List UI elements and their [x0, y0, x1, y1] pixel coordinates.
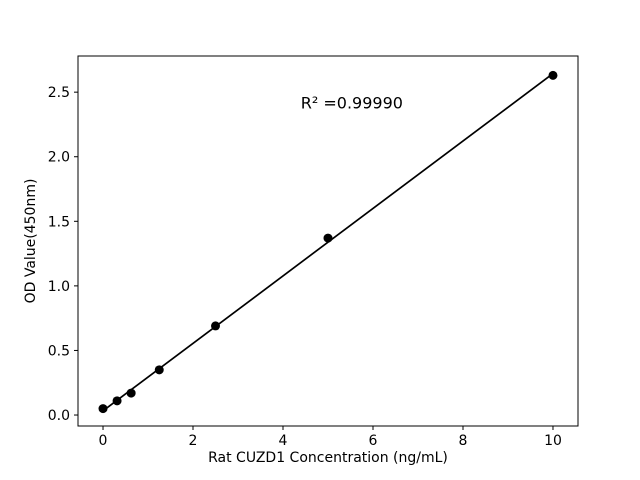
y-tick-label: 2.5	[48, 85, 70, 101]
x-tick-label: 0	[99, 433, 108, 449]
y-axis-ticks: 0.0 0.5 1.0 1.5 2.0 2.5	[48, 85, 78, 424]
x-axis-ticks: 0 2 4 6 8 10	[99, 426, 562, 449]
x-tick-label: 4	[279, 433, 288, 449]
data-point	[98, 404, 108, 414]
y-tick-label: 1.0	[48, 279, 70, 295]
x-tick-label: 2	[189, 433, 198, 449]
y-tick-label: 0.5	[48, 343, 70, 359]
y-axis-label: OD Value(450nm)	[23, 179, 39, 304]
x-tick-label: 6	[369, 433, 378, 449]
y-tick-label: 0.0	[48, 408, 70, 424]
plot-border	[77, 55, 579, 427]
y-tick-label: 1.5	[48, 214, 70, 230]
x-tick-label: 8	[459, 433, 468, 449]
x-axis-label: Rat CUZD1 Concentration (ng/mL)	[208, 450, 448, 466]
r-squared-annotation: R² =0.99990	[301, 93, 403, 112]
data-point	[126, 388, 136, 398]
data-points-layer	[98, 70, 558, 414]
data-point	[112, 396, 122, 406]
data-point	[211, 321, 221, 331]
data-point	[548, 70, 558, 80]
x-tick-label: 10	[544, 433, 562, 449]
y-tick-label: 2.0	[48, 150, 70, 166]
data-point	[323, 233, 333, 243]
data-point	[154, 365, 164, 375]
